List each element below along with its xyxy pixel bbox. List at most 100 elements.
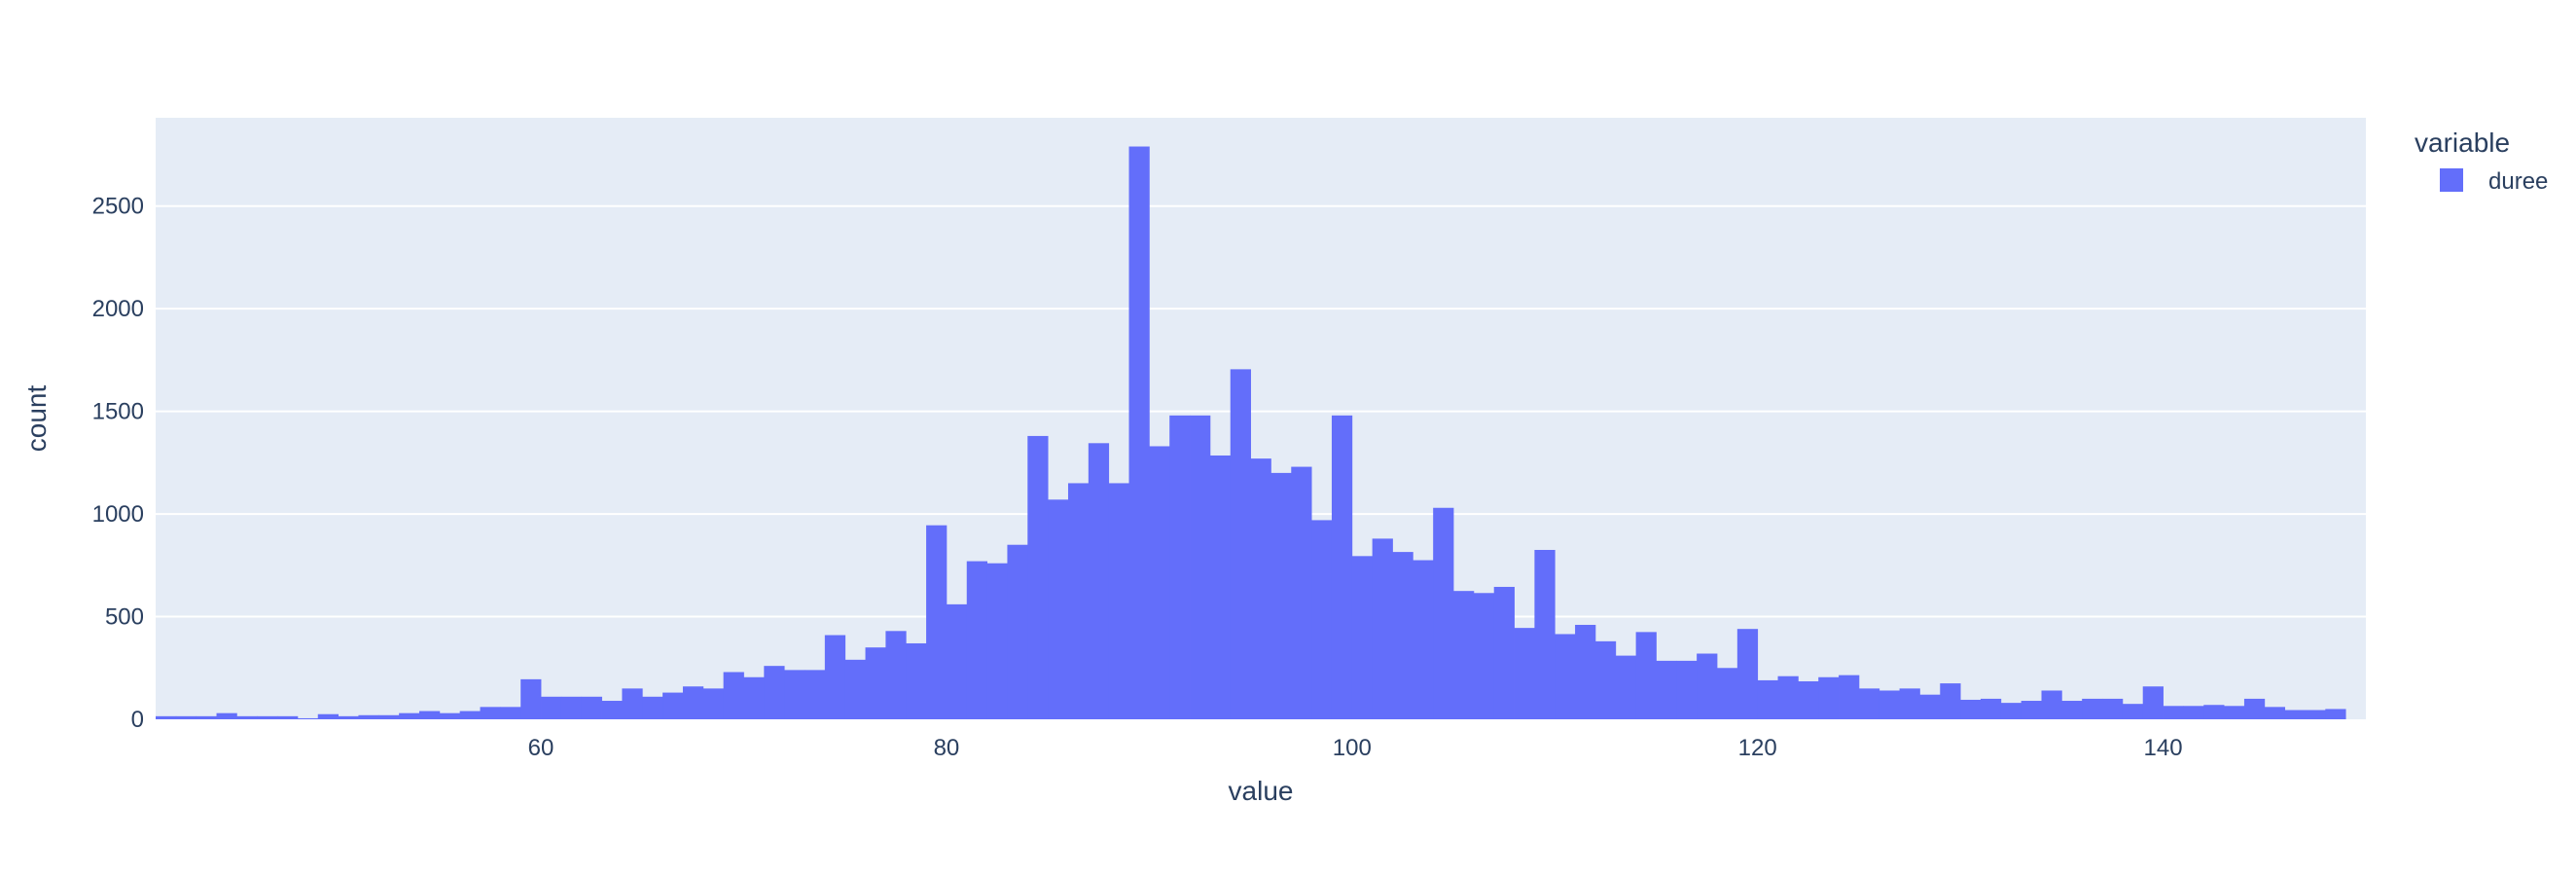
histogram-bar[interactable] [581,696,602,719]
histogram-bar[interactable] [338,715,359,719]
histogram-bar[interactable] [2021,701,2042,719]
histogram-bar[interactable] [1960,699,1982,719]
histogram-bar[interactable] [1453,591,1475,719]
histogram-bar[interactable] [1919,694,1941,719]
histogram-bar[interactable] [1656,660,1677,719]
histogram-bar[interactable] [541,696,562,719]
histogram-bar[interactable] [2264,707,2286,719]
histogram-bar[interactable] [2122,704,2144,719]
histogram-bar[interactable] [1980,698,2002,719]
histogram-bar[interactable] [805,670,826,719]
histogram-bar[interactable] [885,631,907,719]
histogram-bar[interactable] [2000,703,2022,719]
histogram-bar[interactable] [642,696,663,719]
histogram-bar[interactable] [2224,706,2245,719]
histogram-bar[interactable] [926,525,948,719]
histogram-bar[interactable] [946,603,968,719]
histogram-bars[interactable] [156,146,2346,719]
histogram-bar[interactable] [1108,483,1129,719]
histogram-bar[interactable] [277,715,299,719]
histogram-bar[interactable] [601,701,623,719]
histogram-bar[interactable] [1594,640,1617,719]
histogram-bar[interactable] [844,659,866,719]
histogram-bar[interactable] [459,711,481,719]
histogram-bar[interactable] [1635,632,1657,719]
histogram-bar[interactable] [2082,698,2103,719]
histogram-bar[interactable] [2102,698,2124,719]
histogram-bar[interactable] [723,672,744,719]
histogram-bar[interactable] [418,711,441,719]
histogram-bar[interactable] [702,688,725,719]
histogram-bar[interactable] [1351,556,1374,719]
histogram-bar[interactable] [1615,655,1637,719]
histogram-bar[interactable] [1413,560,1434,719]
histogram-bar[interactable] [236,715,258,719]
legend-swatch-duree[interactable] [2440,168,2463,192]
histogram-bar[interactable] [1940,683,1961,719]
histogram-bar[interactable] [1514,628,1535,719]
histogram-bar[interactable] [1230,369,1251,719]
histogram-bar[interactable] [1716,668,1738,719]
histogram-bar[interactable] [1878,690,1900,719]
histogram-bar[interactable] [1736,629,1759,719]
histogram-bar[interactable] [378,714,400,719]
histogram-bar[interactable] [2325,709,2346,719]
histogram-bar[interactable] [2041,690,2062,719]
histogram-bar[interactable] [966,561,987,719]
histogram-bar[interactable] [2183,706,2204,719]
histogram-bar[interactable] [1757,679,1778,719]
histogram-bar[interactable] [1473,593,1495,719]
histogram-bar[interactable] [1048,499,1069,719]
histogram-bar[interactable] [743,676,765,719]
histogram-bar[interactable] [1027,435,1049,719]
histogram-bar[interactable] [662,692,684,719]
histogram-bar[interactable] [216,712,237,719]
histogram-bar[interactable] [2243,698,2266,719]
histogram-bar[interactable] [784,670,805,719]
histogram-bar[interactable] [1534,549,1556,719]
histogram-bar[interactable] [2163,706,2184,719]
histogram-bar[interactable] [622,688,643,719]
histogram-bar[interactable] [1270,472,1292,719]
histogram-bar[interactable] [986,563,1008,719]
histogram-bar[interactable] [257,715,278,719]
histogram-bar[interactable] [1575,624,1596,719]
histogram-bar[interactable] [1433,507,1454,719]
histogram-bar[interactable] [1798,680,1819,719]
histogram-bar[interactable] [764,666,785,719]
histogram-bar[interactable] [196,715,217,719]
histogram-bar[interactable] [2284,710,2306,719]
histogram-bar[interactable] [1839,675,1860,719]
histogram-bar[interactable] [1331,415,1353,719]
histogram-bar[interactable] [1858,688,1880,719]
histogram-bar[interactable] [1169,415,1191,719]
histogram-bar[interactable] [1777,675,1799,719]
histogram-bar[interactable] [480,707,501,719]
histogram-bar[interactable] [297,717,319,719]
histogram-bar[interactable] [1128,146,1150,719]
histogram-bar[interactable] [156,715,177,719]
histogram-bar[interactable] [175,715,197,719]
histogram-bar[interactable] [1818,676,1840,719]
histogram-bar[interactable] [439,712,461,719]
histogram-bar[interactable] [560,696,583,719]
histogram-bar[interactable] [2061,701,2083,719]
histogram-bar[interactable] [1311,520,1333,719]
histogram-bar[interactable] [399,712,420,719]
histogram-bar[interactable] [824,635,846,719]
histogram-bar[interactable] [500,707,521,719]
histogram-bar[interactable] [1493,586,1515,719]
histogram-bar[interactable] [1250,458,1271,719]
histogram-bar[interactable] [1088,443,1110,719]
legend[interactable]: variable duree [2415,128,2548,195]
histogram-bar[interactable] [2305,710,2326,719]
histogram-bar[interactable] [1291,466,1312,719]
histogram-bar[interactable] [317,713,339,719]
histogram-bar[interactable] [2142,686,2164,719]
histogram-bar[interactable] [1067,483,1090,719]
histogram-bar[interactable] [1149,446,1170,719]
histogram-bar[interactable] [1697,653,1718,719]
histogram-bar[interactable] [1190,415,1211,719]
histogram-bar[interactable] [1007,544,1028,719]
histogram-bar[interactable] [2203,705,2225,719]
